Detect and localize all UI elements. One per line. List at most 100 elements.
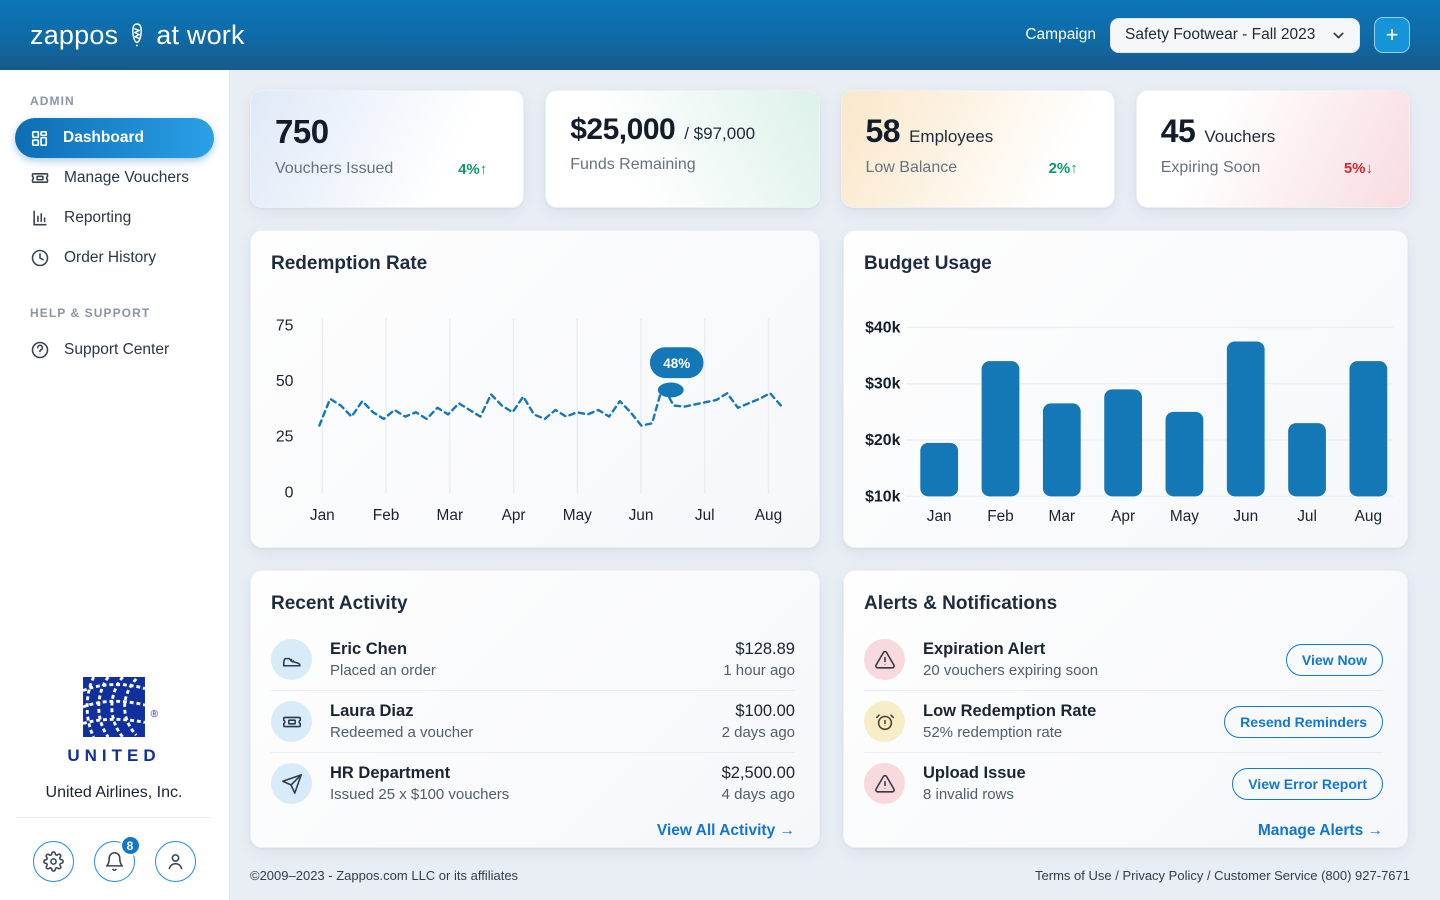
sidebar-section-admin: ADMIN xyxy=(30,94,75,108)
gear-icon xyxy=(42,851,64,872)
sidebar-item-label: Manage Vouchers xyxy=(64,169,189,186)
campaign-select[interactable]: Safety Footwear - Fall 2023 xyxy=(1110,17,1360,53)
stat-delta: 2%↑ xyxy=(1048,159,1078,177)
shoe-icon xyxy=(132,23,143,47)
activity-time: 4 days ago xyxy=(721,786,795,803)
svg-text:75: 75 xyxy=(276,317,294,334)
logo-brand-text: zappos xyxy=(30,19,119,50)
zappos-at-work-logo: zappos at work xyxy=(30,20,245,51)
sidebar-item-manage-vouchers[interactable]: Manage Vouchers xyxy=(15,158,214,198)
svg-text:0: 0 xyxy=(285,484,294,501)
svg-text:Mar: Mar xyxy=(1049,508,1076,525)
stats-row: 750 Vouchers Issued 4%↑ $25,000 / $97,00… xyxy=(250,90,1410,208)
add-campaign-button[interactable]: + xyxy=(1374,17,1410,53)
svg-text:48%: 48% xyxy=(663,356,690,371)
chart-title: Redemption Rate xyxy=(271,253,428,274)
svg-text:$10k: $10k xyxy=(865,488,900,505)
budget-usage-card: $10k $20k $30k $40k Jan Feb Mar Apr May Jun Jul Aug… xyxy=(843,230,1408,548)
alert-desc: 20 vouchers expiring soon xyxy=(923,662,1099,679)
svg-text:Jan: Jan xyxy=(310,507,335,524)
activity-row: Laura Diaz Redeemed a voucher $100.00 2 … xyxy=(271,691,795,753)
resend-reminders-button[interactable]: Resend Reminders xyxy=(1224,705,1383,738)
activity-time: 1 hour ago xyxy=(723,662,795,679)
view-error-report-button[interactable]: View Error Report xyxy=(1232,767,1383,800)
activity-desc: Issued 25 x $100 vouchers xyxy=(330,786,510,803)
notification-badge: 8 xyxy=(119,835,141,856)
alert-name: Low Redemption Rate xyxy=(923,702,1097,720)
profile-button[interactable] xyxy=(154,841,196,882)
activity-name: HR Department xyxy=(330,764,451,782)
copyright-text: ©2009–2023 - Zappos.com LLC or its affil… xyxy=(250,868,519,883)
company-block: ® UNITED United Airlines, Inc. xyxy=(0,676,228,802)
svg-text:50: 50 xyxy=(276,373,294,390)
stat-delta: 4%↑ xyxy=(458,160,488,178)
alert-desc: 52% redemption rate xyxy=(923,724,1063,741)
alert-row: Low Redemption Rate 52% redemption rate … xyxy=(864,691,1383,753)
alert-row: Expiration Alert 20 vouchers expiring so… xyxy=(864,629,1383,691)
stat-card-expiring-soon: 45 Vouchers Expiring Soon 5%↓ xyxy=(1135,90,1410,208)
stat-card-vouchers-issued: 750 Vouchers Issued 4%↑ xyxy=(250,90,525,208)
registered-mark: ® xyxy=(150,709,158,720)
send-icon xyxy=(271,763,312,804)
view-now-button[interactable]: View Now xyxy=(1285,643,1383,676)
stat-value-suffix: Vouchers xyxy=(1204,127,1276,146)
chevron-down-icon xyxy=(1333,32,1344,38)
activity-row: HR Department Issued 25 x $100 vouchers … xyxy=(271,753,795,814)
sidebar-item-support-center[interactable]: Support Center xyxy=(15,330,214,370)
view-all-activity-link[interactable]: View All Activity → xyxy=(656,822,795,839)
bar-chart-icon xyxy=(33,210,47,226)
bottom-row: Recent Activity Eric Chen Placed an orde… xyxy=(250,570,1408,848)
stat-label: Expiring Soon xyxy=(1160,159,1261,176)
notifications-button[interactable]: 8 xyxy=(93,835,141,882)
campaign-select-value: Safety Footwear - Fall 2023 xyxy=(1125,26,1316,43)
charts-row: Jan Feb Mar Apr May Jun Jul Aug 75 50 25 0 48% Redem… xyxy=(250,230,1408,548)
sidebar-item-label: Dashboard xyxy=(63,129,144,146)
sidebar: ADMIN Dashboard Manage Vouchers Reportin… xyxy=(0,70,230,900)
stat-value-suffix: / $97,000 xyxy=(684,124,756,143)
campaign-label: Campaign xyxy=(1025,26,1096,43)
stat-label: Low Balance xyxy=(865,159,958,176)
top-header: zappos at work Campaign Safety Footwear … xyxy=(0,0,1440,70)
user-icon xyxy=(168,854,182,870)
warning-triangle-icon xyxy=(864,763,905,804)
svg-text:Mar: Mar xyxy=(437,507,464,524)
alarm-clock-icon xyxy=(864,701,905,742)
voucher-icon xyxy=(271,701,312,742)
activity-time: 2 days ago xyxy=(721,724,795,741)
sidebar-item-label: Reporting xyxy=(64,209,132,226)
sidebar-item-dashboard[interactable]: Dashboard xyxy=(15,118,214,158)
sidebar-section-help: HELP & SUPPORT xyxy=(30,306,151,320)
svg-text:Aug: Aug xyxy=(755,507,782,524)
stat-delta: 5%↓ xyxy=(1343,159,1373,177)
card-title: Alerts & Notifications xyxy=(864,593,1058,614)
recent-activity-card: Recent Activity Eric Chen Placed an orde… xyxy=(250,570,820,848)
page-footer: ©2009–2023 - Zappos.com LLC or its affil… xyxy=(250,868,1410,883)
question-circle-icon xyxy=(31,341,49,359)
clock-icon xyxy=(31,249,49,267)
legal-links-text[interactable]: Terms of Use / Privacy Policy / Customer… xyxy=(1035,868,1410,883)
stat-value: $25,000 xyxy=(570,113,676,146)
svg-text:Jul: Jul xyxy=(695,507,715,524)
svg-text:Jun: Jun xyxy=(629,507,654,524)
activity-amount: $100.00 xyxy=(735,702,795,720)
activity-row: Eric Chen Placed an order $128.89 1 hour… xyxy=(271,629,795,691)
sidebar-item-order-history[interactable]: Order History xyxy=(15,238,214,278)
sidebar-item-reporting[interactable]: Reporting xyxy=(15,198,214,238)
svg-text:Apr: Apr xyxy=(1111,508,1135,525)
warning-triangle-icon xyxy=(864,639,905,680)
alert-name: Upload Issue xyxy=(923,764,1026,782)
logo-suffix-text: at work xyxy=(156,19,245,50)
plus-icon: + xyxy=(1385,22,1399,47)
redemption-rate-card: Jan Feb Mar Apr May Jun Jul Aug 75 50 25 0 48% Redem… xyxy=(250,230,820,548)
stat-label: Vouchers Issued xyxy=(275,160,394,177)
alert-name: Expiration Alert xyxy=(923,640,1046,658)
activity-desc: Placed an order xyxy=(330,662,436,679)
svg-text:Jan: Jan xyxy=(927,508,952,525)
alert-desc: 8 invalid rows xyxy=(923,786,1014,803)
sneaker-icon xyxy=(271,639,312,680)
stat-card-low-balance: 58 Employees Low Balance 2%↑ xyxy=(840,90,1115,208)
activity-amount: $128.89 xyxy=(735,640,795,658)
dashboard-grid-icon xyxy=(31,130,48,146)
settings-button[interactable] xyxy=(32,841,74,882)
manage-alerts-link[interactable]: Manage Alerts → xyxy=(1257,822,1383,839)
